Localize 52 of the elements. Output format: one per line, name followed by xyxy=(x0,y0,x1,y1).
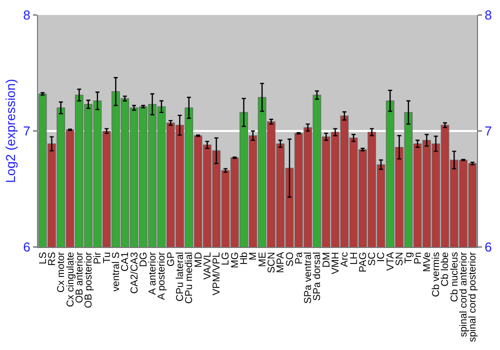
x-tick-label: SC xyxy=(367,252,378,266)
x-tick-label: PAG xyxy=(358,252,369,272)
y2-tick-label: 7 xyxy=(484,124,492,139)
x-tick-label: SO xyxy=(284,252,296,266)
x-tick-label: VA/VL xyxy=(202,252,214,280)
x-tick-label: A posterior xyxy=(156,251,168,300)
x-tick-label: Cb lobe xyxy=(440,252,452,286)
x-tick-label: SCN xyxy=(266,252,278,274)
y-tick-label: 7 xyxy=(23,124,30,139)
y-tick-label: 6 xyxy=(23,240,30,255)
y-tick-label: 8 xyxy=(23,8,30,23)
x-tick-label: ventral S xyxy=(110,252,122,292)
x-tick-label: Cx motor xyxy=(56,251,68,293)
x-tick-label: spinal cord anterior xyxy=(458,251,470,338)
x-tick-label: CPu medial xyxy=(184,252,196,304)
x-tick-label: OB posterior xyxy=(84,251,95,308)
x-tick-label: Arc xyxy=(340,252,351,267)
x-tick-label: GP xyxy=(166,252,177,266)
x-tick-label: spinal cord posterior xyxy=(468,251,479,342)
x-tick-label: MVe xyxy=(422,252,433,272)
x-tick-label: Cx cingulate xyxy=(65,252,76,308)
x-tick-label: ME xyxy=(257,252,268,267)
x-tick-label: Cb nucleus xyxy=(449,252,460,302)
x-tick-label: Tg xyxy=(404,252,415,264)
x-tick-label: M xyxy=(248,252,260,260)
x-tick-label: SN xyxy=(394,252,406,266)
y2-tick-label: 8 xyxy=(484,8,492,23)
y2-tick-label: 6 xyxy=(484,240,492,255)
x-tick-label: LG xyxy=(220,252,232,266)
x-tick-label: VPM/VPL xyxy=(212,252,223,296)
x-tick-label: DM xyxy=(321,252,332,268)
x-tick-label: Hb xyxy=(239,252,250,265)
x-tick-label: CA2/CA3 xyxy=(129,252,140,294)
x-tick-label: MPA xyxy=(276,252,287,273)
x-tick-label: DG xyxy=(138,252,150,267)
x-tick-label: OB anterior xyxy=(74,251,86,304)
x-tick-label: Pa xyxy=(294,252,305,264)
x-tick-label: A anterior xyxy=(148,251,159,295)
x-tick-label: SPa dorsal xyxy=(312,252,324,301)
x-tick-label: Pn xyxy=(412,252,424,264)
x-tick-label: LH xyxy=(348,252,360,265)
x-tick-label: Tu xyxy=(102,252,113,264)
y-axis-title: Log2 (expression) xyxy=(3,78,18,184)
x-tick-label: MD xyxy=(193,252,204,268)
x-tick-label: Pir xyxy=(92,251,104,264)
x-tick-label: RS xyxy=(46,252,58,266)
x-tick-label: CA1 xyxy=(120,252,132,272)
x-tick-label: MG xyxy=(230,252,241,268)
x-tick-label: IC xyxy=(376,252,388,262)
x-tick-label: VMH xyxy=(330,252,342,274)
x-tick-label: LS xyxy=(38,252,49,264)
x-tick-label: VTA xyxy=(385,252,396,271)
